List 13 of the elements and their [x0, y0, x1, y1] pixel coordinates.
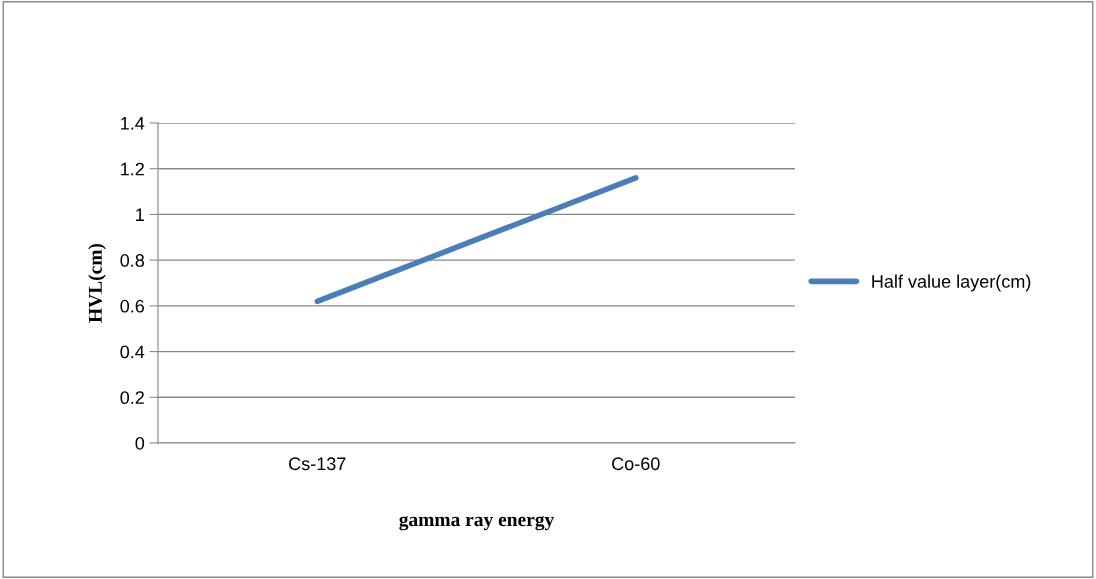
y-tick-label: 1.2 — [121, 162, 144, 176]
y-tick-label: 0 — [135, 436, 145, 450]
y-tick-label: 0.2 — [120, 391, 144, 405]
x-axis-title: gamma ray energy — [399, 515, 555, 531]
y-axis-title: HVL(cm) — [88, 243, 106, 323]
legend-label: Half value layer(cm) — [872, 274, 1031, 292]
y-tick-label: 0.8 — [120, 254, 145, 267]
y-tick-label: 1.4 — [121, 117, 145, 130]
y-tick-label: 0.4 — [120, 345, 145, 359]
x-tick-label: Cs-137 — [289, 457, 346, 471]
x-tick-label: Co-60 — [612, 457, 660, 471]
y-tick-label: 0.6 — [120, 299, 145, 313]
y-tick-label: 1 — [136, 208, 144, 221]
